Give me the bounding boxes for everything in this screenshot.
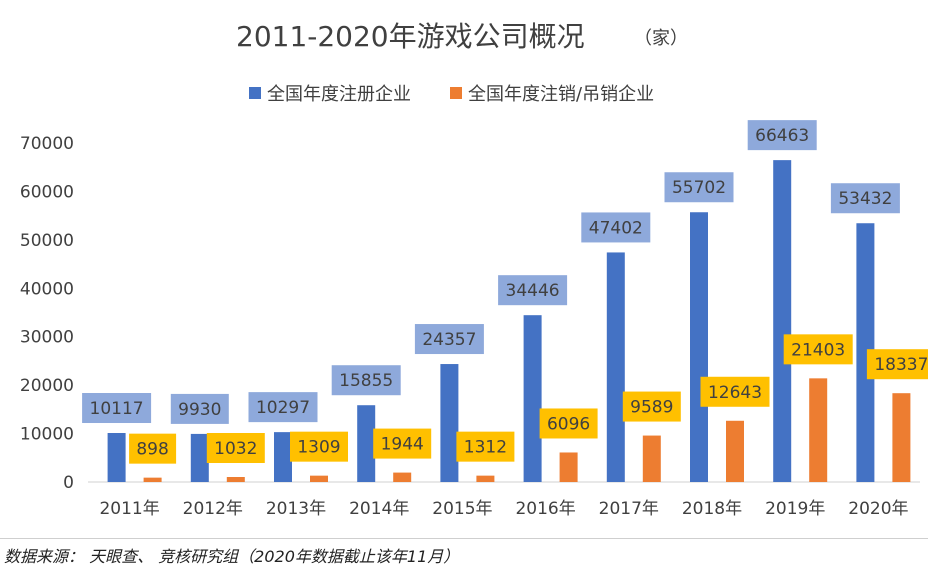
data-label-bg-registered	[82, 393, 152, 424]
x-tick-label: 2019年	[765, 499, 825, 519]
y-tick-label: 0	[63, 473, 74, 493]
data-label-registered: 55702	[672, 178, 726, 198]
bar-registered	[190, 433, 209, 482]
data-label-bg-registered	[664, 172, 734, 203]
y-tick-label: 40000	[20, 279, 74, 299]
x-tick-label: 2012年	[183, 499, 243, 519]
legend-label-cancelled: 全国年度注销/吊销企业	[468, 84, 654, 105]
data-label-bg-cancelled	[290, 431, 348, 462]
data-label-bg-cancelled	[129, 433, 177, 464]
y-tick-label: 60000	[20, 182, 74, 202]
data-label-bg-cancelled	[866, 349, 928, 380]
data-label-cancelled: 6096	[547, 414, 590, 434]
data-label-bg-registered	[747, 120, 817, 151]
data-label-bg-registered	[248, 392, 318, 423]
data-label-cancelled: 18337	[874, 355, 928, 375]
y-tick-label: 50000	[20, 231, 74, 251]
data-label-bg-registered	[498, 275, 568, 306]
bar-cancelled	[726, 420, 744, 482]
data-label-bg-cancelled	[539, 408, 598, 439]
y-axis: 0 10000 20000 30000 40000 50000 60000 70000	[20, 134, 74, 493]
data-label-bg-cancelled	[700, 376, 770, 407]
bar-registered	[856, 223, 875, 482]
y-tick-label: 30000	[20, 328, 74, 348]
data-label-bg-registered	[331, 365, 401, 396]
data-label-cancelled: 9589	[630, 398, 673, 418]
bar-cancelled	[393, 472, 412, 482]
bar-registered	[606, 252, 625, 482]
data-label-bg-cancelled	[373, 428, 432, 459]
data-label-registered: 9930	[178, 400, 221, 420]
data-label-registered: 66463	[755, 126, 809, 146]
legend-swatch-cancelled	[450, 87, 462, 99]
x-tick-label: 2014年	[349, 499, 409, 519]
data-label-cancelled: 1312	[464, 438, 507, 458]
source-note: 数据来源： 天眼查、 竞核研究组（2020年数据截止该年11月）	[4, 547, 460, 566]
data-label-registered: 10297	[256, 398, 310, 418]
data-label-cancelled: 1032	[214, 439, 257, 459]
data-label-registered: 53432	[838, 189, 892, 209]
data-label-bg-cancelled	[622, 391, 681, 422]
bar-cancelled	[226, 477, 245, 482]
data-label-bg-registered	[170, 393, 229, 424]
x-tick-label: 2018年	[682, 499, 742, 519]
source-divider	[0, 538, 928, 539]
data-label-cancelled: 898	[136, 440, 168, 460]
x-tick-label: 2020年	[848, 499, 908, 519]
bar-registered	[773, 160, 792, 482]
x-tick-label: 2016年	[515, 499, 575, 519]
data-label-bg-cancelled	[456, 431, 515, 462]
bar-registered	[274, 432, 292, 482]
bar-cancelled	[310, 475, 328, 482]
data-label-bg-cancelled	[783, 334, 853, 365]
bar-registered	[690, 212, 708, 482]
y-tick-label: 70000	[20, 134, 74, 154]
legend-swatch-registered	[249, 87, 261, 99]
data-label-registered: 15855	[339, 371, 393, 391]
data-label-cancelled: 1309	[297, 438, 340, 458]
data-label-registered: 47402	[589, 218, 643, 238]
data-label-registered: 24357	[422, 330, 476, 350]
data-label-bg-registered	[414, 324, 484, 355]
legend-label-registered: 全国年度注册企业	[267, 84, 411, 105]
chart: 2011-2020年游戏公司概况 （家） 全国年度注册企业 全国年度注销/吊销企…	[20, 20, 928, 519]
bar-cancelled	[892, 393, 911, 482]
bar-registered	[357, 405, 376, 482]
x-tick-label: 2013年	[266, 499, 326, 519]
bar-cancelled	[642, 435, 661, 482]
data-labels: 10117 898 9930 1032 10297 1309 15855 1944 24357 1…	[82, 120, 928, 464]
data-label-bg-cancelled	[206, 433, 265, 464]
x-axis: 2011年 2012年 2013年 2014年 2015年 2016年 2017年 2018年…	[99, 499, 908, 519]
data-label-cancelled: 1944	[381, 435, 424, 455]
bar-registered	[523, 315, 542, 482]
y-tick-label: 10000	[20, 425, 74, 445]
y-tick-label: 20000	[20, 376, 74, 396]
chart-title-unit: （家）	[634, 28, 688, 49]
bar-registered	[440, 364, 459, 482]
data-label-cancelled: 12643	[708, 383, 762, 403]
bars	[107, 160, 911, 482]
data-label-bg-registered	[830, 183, 900, 214]
x-tick-label: 2015年	[432, 499, 492, 519]
x-tick-label: 2017年	[599, 499, 659, 519]
bar-registered	[107, 433, 126, 482]
bar-cancelled	[559, 452, 578, 482]
data-label-cancelled: 21403	[791, 340, 845, 360]
data-label-registered: 34446	[506, 281, 560, 301]
data-label-bg-registered	[581, 212, 651, 243]
bar-cancelled	[143, 477, 162, 482]
bar-cancelled	[476, 475, 495, 482]
x-tick-label: 2011年	[99, 499, 159, 519]
chart-title: 2011-2020年游戏公司概况	[236, 20, 585, 53]
bar-cancelled	[809, 378, 828, 482]
data-label-registered: 10117	[90, 399, 144, 419]
